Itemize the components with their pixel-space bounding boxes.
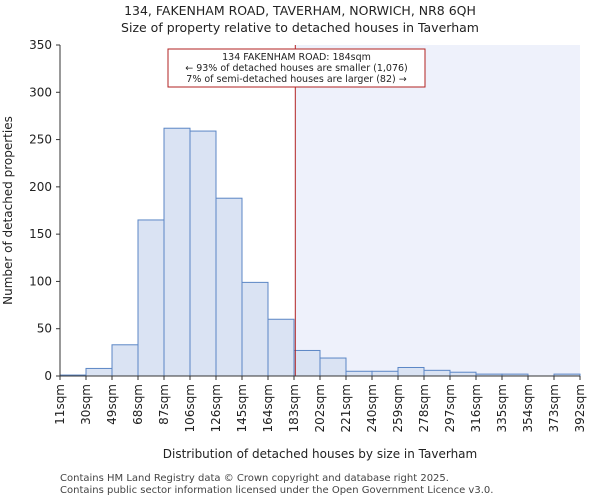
y-axis: 0 50 100 150 200 250 300 350: [29, 38, 60, 383]
x-tick-label: 392sqm: [573, 384, 587, 432]
x-tick-label: 30sqm: [79, 384, 93, 425]
y-tick-label: 300: [29, 85, 52, 99]
bar-183sqm: [293, 349, 321, 377]
bar-240sqm: [371, 370, 399, 377]
y-axis-label: Number of detached properties: [1, 116, 15, 305]
y-tick-label: 250: [29, 133, 52, 147]
annotation-line-2: ← 93% of detached houses are smaller (1,…: [185, 63, 408, 74]
x-tick-label: 164sqm: [261, 384, 275, 432]
x-tick-label: 221sqm: [339, 384, 353, 432]
chart-subtitle: Size of property relative to detached ho…: [121, 20, 479, 35]
bar-221sqm: [345, 370, 373, 377]
bar-145sqm: [241, 281, 269, 377]
x-tick-label: 354sqm: [521, 384, 535, 432]
y-tick-label: 150: [29, 227, 52, 241]
footer-licence: Contains public sector information licen…: [60, 485, 494, 496]
bar-49sqm: [111, 344, 139, 377]
bar-30sqm: [85, 367, 113, 377]
y-tick-label: 50: [37, 322, 52, 336]
x-tick-label: 278sqm: [417, 384, 431, 432]
x-tick-label: 49sqm: [105, 384, 119, 425]
bars-group: [59, 127, 581, 377]
x-axis: 11sqm 30sqm 49sqm 68sqm 87sqm 106sqm 126sqm 145…: [53, 376, 587, 432]
x-tick-label: 87sqm: [157, 384, 171, 425]
x-tick-label: 106sqm: [183, 384, 197, 432]
x-tick-label: 202sqm: [313, 384, 327, 432]
annotation-box: [167, 48, 426, 88]
x-tick-label: 297sqm: [443, 384, 457, 432]
larger-region-highlight: [295, 45, 580, 376]
y-tick-label: 100: [29, 274, 52, 288]
x-axis-label: Distribution of detached houses by size …: [163, 447, 477, 461]
x-tick-label: 183sqm: [287, 384, 301, 432]
bar-126sqm: [215, 197, 243, 377]
chart-title: 134, FAKENHAM ROAD, TAVERHAM, NORWICH, N…: [124, 3, 476, 18]
x-tick-label: 316sqm: [469, 384, 483, 432]
y-tick-label: 200: [29, 180, 52, 194]
bar-202sqm: [319, 357, 347, 377]
annotation-line-1: 134 FAKENHAM ROAD: 184sqm: [222, 52, 371, 63]
x-tick-label: 259sqm: [391, 384, 405, 432]
bar-87sqm: [163, 127, 191, 377]
y-tick-label: 350: [29, 38, 52, 52]
bar-68sqm: [137, 219, 165, 377]
bar-106sqm: [189, 130, 217, 377]
x-tick-label: 335sqm: [495, 384, 509, 432]
bar-259sqm: [397, 366, 425, 377]
x-tick-label: 240sqm: [365, 384, 379, 432]
x-tick-label: 145sqm: [235, 384, 249, 432]
x-tick-label: 126sqm: [209, 384, 223, 432]
plot-area: 0 50 100 150 200 250 300 350 11sqm 30sqm 49sqm 68s…: [1, 38, 587, 461]
x-tick-label: 68sqm: [131, 384, 145, 425]
x-tick-label: 11sqm: [53, 384, 67, 425]
bar-297sqm: [449, 371, 477, 377]
bar-164sqm: [267, 318, 295, 377]
x-tick-label: 373sqm: [547, 384, 561, 432]
footer-copyright: Contains HM Land Registry data © Crown c…: [60, 473, 449, 484]
y-tick-label: 0: [44, 369, 52, 383]
annotation-line-3: 7% of semi-detached houses are larger (8…: [186, 74, 406, 85]
bar-278sqm: [423, 369, 451, 377]
